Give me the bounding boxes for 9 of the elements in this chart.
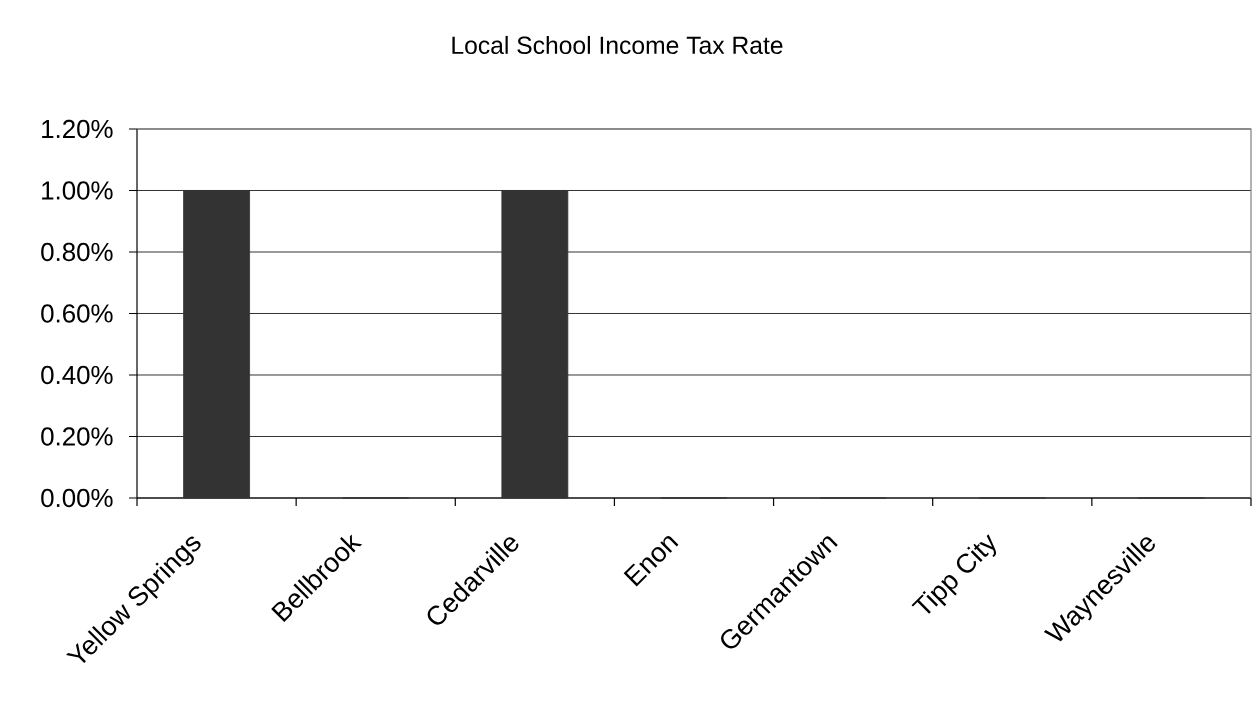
y-tick-label: 0.40% xyxy=(41,365,113,385)
y-tick-label: 1.00% xyxy=(42,181,113,200)
chart-title: Local School Income Tax Rate xyxy=(452,35,783,55)
y-tick-label: 1.20% xyxy=(42,119,113,139)
y-tick-label: 0.20% xyxy=(41,427,113,446)
y-tick-label: 0.60% xyxy=(41,304,113,323)
y-tick-label: 0.80% xyxy=(41,242,113,262)
y-tick-label: 0.00% xyxy=(41,488,113,508)
x-tick-label: Tipp City xyxy=(911,534,997,614)
